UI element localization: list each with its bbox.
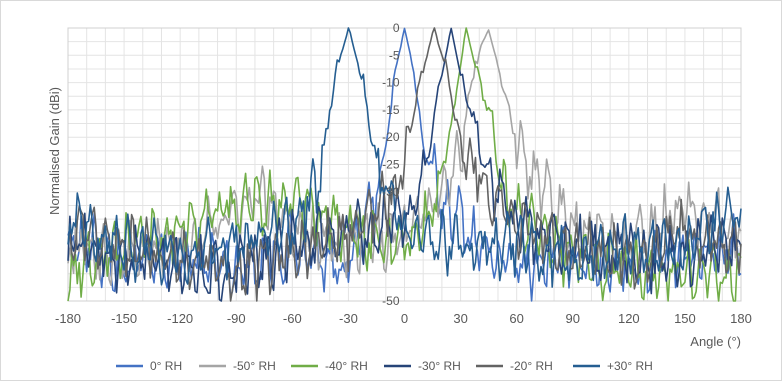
- x-tick-label: -60: [283, 311, 302, 326]
- x-tick-label: -30: [339, 311, 358, 326]
- series-line: [67, 27, 742, 302]
- series-layer: [67, 27, 742, 302]
- legend-item: 0° RH: [116, 359, 182, 373]
- x-tick-label: 150: [674, 311, 696, 326]
- legend-item: -20° RH: [476, 359, 553, 373]
- y-tick-label: 0: [393, 21, 400, 35]
- y-tick-label: -20: [382, 130, 400, 144]
- legend-item: -40° RH: [291, 359, 368, 373]
- x-tick-labels: -180 -150 -120 -90 -60 -30 0 30 60 90 120 150 180: [55, 311, 752, 326]
- series-line: [67, 27, 742, 288]
- y-tick-label: -15: [382, 103, 400, 117]
- x-tick-label: 180: [730, 311, 752, 326]
- legend-label: 0° RH: [150, 359, 182, 373]
- legend-item: -30° RH: [384, 359, 461, 373]
- legend-label: -20° RH: [510, 359, 553, 373]
- x-tick-label: 0: [401, 311, 408, 326]
- x-axis-title: Angle (°): [690, 334, 741, 349]
- y-tick-label: -10: [382, 76, 400, 90]
- legend-label: -40° RH: [325, 359, 368, 373]
- legend-label: +30° RH: [607, 359, 653, 373]
- y-tick-label: -50: [382, 294, 400, 308]
- legend: 0° RH -50° RH -40° RH -30° RH -20° RH +30° RH: [116, 359, 653, 373]
- x-tick-label: -90: [227, 311, 246, 326]
- legend-label: -50° RH: [233, 359, 276, 373]
- y-tick-label: -25: [382, 158, 400, 172]
- x-tick-label: 120: [618, 311, 640, 326]
- y-tick-labels: 0 -5 -10 -15 -20 -25 -30 -50: [382, 21, 400, 308]
- x-tick-label: -180: [55, 311, 81, 326]
- y-tick-label: -5: [389, 48, 400, 62]
- x-tick-label: -150: [111, 311, 137, 326]
- y-axis-title: Normalised Gain (dBi): [47, 87, 62, 215]
- x-tick-label: -120: [167, 311, 193, 326]
- y-tick-label: -30: [382, 185, 400, 199]
- legend-item: +30° RH: [573, 359, 653, 373]
- x-tick-label: 90: [566, 311, 580, 326]
- x-tick-label: 60: [509, 311, 523, 326]
- legend-label: -30° RH: [418, 359, 461, 373]
- legend-item: -50° RH: [199, 359, 276, 373]
- x-tick-label: 30: [453, 311, 467, 326]
